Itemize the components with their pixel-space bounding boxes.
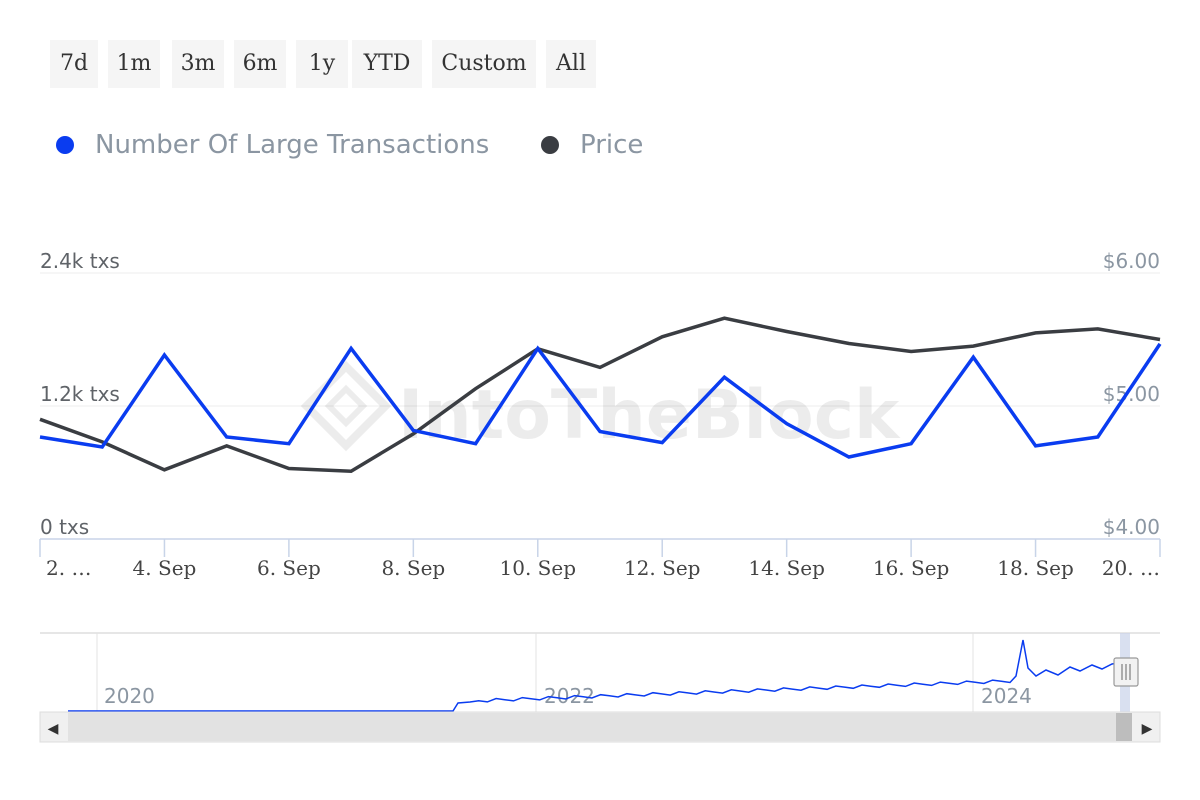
range-6m-button[interactable]: 6m xyxy=(234,40,286,88)
range-3m-button[interactable]: 3m xyxy=(172,40,224,88)
range-ytd-button[interactable]: YTD xyxy=(352,40,422,88)
range-all-button[interactable]: All xyxy=(546,40,596,88)
x-tick-label: 8. Sep xyxy=(381,556,445,580)
legend-item-price[interactable]: Price xyxy=(541,130,643,160)
legend-label-transactions: Number Of Large Transactions xyxy=(95,130,490,160)
range-custom-button[interactable]: Custom xyxy=(432,40,536,88)
x-tick-label: 16. Sep xyxy=(873,556,950,580)
navigator-scrollbar-area xyxy=(68,713,1116,741)
x-tick-label: 18. Sep xyxy=(997,556,1074,580)
x-tick-label: 6. Sep xyxy=(257,556,321,580)
navigator-series-line xyxy=(68,639,1119,712)
scroll-right-arrow-icon: ▶ xyxy=(1142,721,1153,737)
navigator-scrollbar-thumb[interactable] xyxy=(1116,713,1132,741)
x-tick-label: 14. Sep xyxy=(748,556,825,580)
y-left-tick-label: 0 txs xyxy=(40,515,89,539)
y-right-tick-label: $4.00 xyxy=(1103,515,1160,539)
price-series-marker xyxy=(541,136,559,154)
watermark: IntoTheBlock xyxy=(300,360,901,455)
watermark-logo-inner-icon xyxy=(324,384,368,428)
x-tick-label: 2. … xyxy=(46,556,91,580)
navigator-year-label: 2020 xyxy=(104,684,155,708)
y-left-tick-label: 2.4k txs xyxy=(40,249,120,273)
y-left-tick-label: 1.2k txs xyxy=(40,382,120,406)
scroll-right-button[interactable] xyxy=(1133,713,1159,741)
legend-label-price: Price xyxy=(580,130,644,160)
range-1m-button[interactable]: 1m xyxy=(108,40,160,88)
transactions-series-line xyxy=(39,342,1162,459)
transactions-series-marker xyxy=(56,136,74,154)
price-series-line xyxy=(39,316,1161,473)
navigator-year-label: 2022 xyxy=(544,684,595,708)
x-tick-label: 12. Sep xyxy=(624,556,701,580)
x-tick-label: 4. Sep xyxy=(133,556,197,580)
x-tick-label: 10. Sep xyxy=(500,556,577,580)
scroll-left-button[interactable] xyxy=(41,713,67,741)
scroll-left-arrow-icon: ◀ xyxy=(48,721,59,737)
y-right-tick-label: $6.00 xyxy=(1103,249,1160,273)
range-1y-button[interactable]: 1y xyxy=(296,40,348,88)
x-tick-label: 20. … xyxy=(1102,556,1160,580)
legend-item-transactions[interactable]: Number Of Large Transactions xyxy=(56,130,489,160)
navigator: 2020 2022 2024 ◀ ▶ xyxy=(39,632,1161,743)
range-7d-button[interactable]: 7d xyxy=(50,40,98,88)
navigator-year-label: 2024 xyxy=(981,684,1032,708)
